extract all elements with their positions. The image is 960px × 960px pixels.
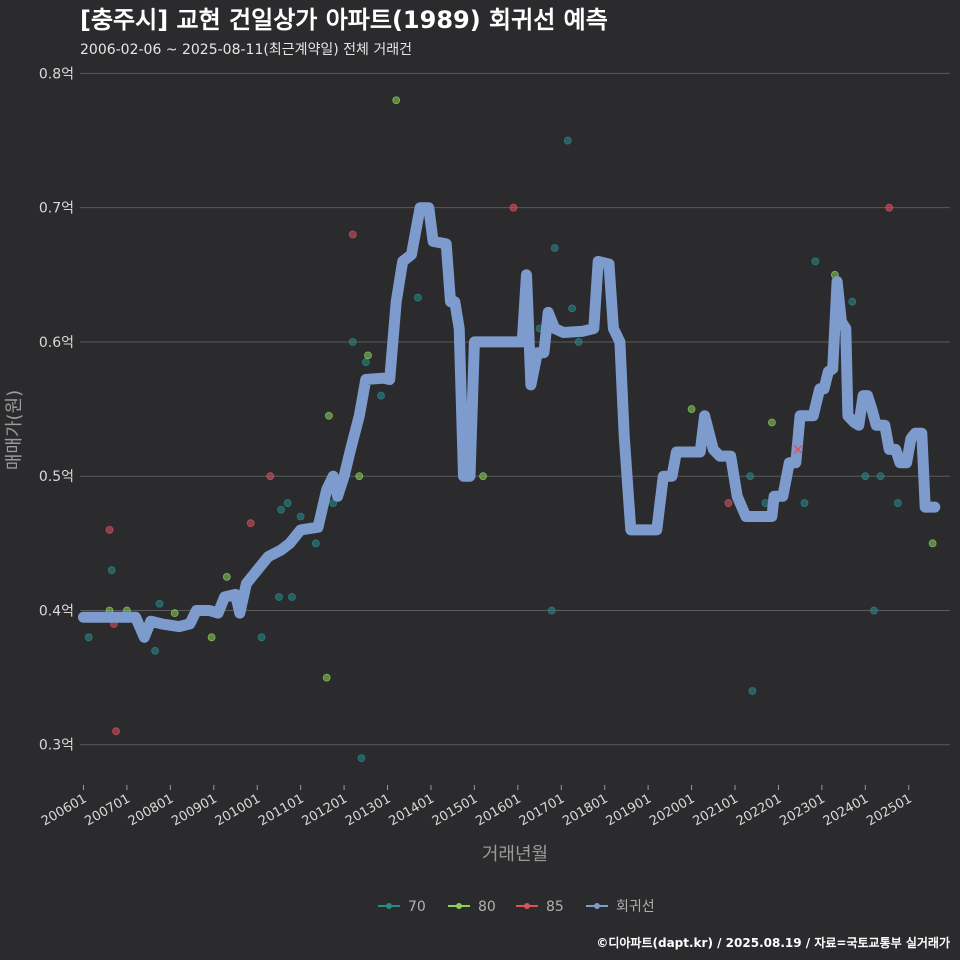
y-tick-label: 0.5억 bbox=[39, 469, 74, 485]
data-point-85 bbox=[266, 472, 275, 481]
data-point-80 bbox=[355, 472, 364, 481]
data-point-70 bbox=[414, 293, 422, 302]
data-point-70 bbox=[288, 593, 296, 601]
annotation-markers bbox=[793, 444, 803, 454]
data-point-70 bbox=[311, 539, 320, 548]
data-point-85 bbox=[348, 230, 357, 239]
legend: 70 80 85 회귀선 bbox=[378, 899, 655, 915]
data-point-70 bbox=[876, 472, 885, 481]
legend-dot-80 bbox=[456, 903, 462, 909]
data-point-85 bbox=[885, 203, 894, 212]
data-point-70 bbox=[361, 358, 370, 366]
data-point-70 bbox=[277, 505, 286, 514]
data-point-70 bbox=[283, 499, 292, 507]
y-tick-label: 0.8억 bbox=[39, 66, 74, 82]
data-point-80 bbox=[170, 609, 179, 618]
legend-label-85: 85 bbox=[546, 899, 564, 915]
data-point-70 bbox=[550, 244, 559, 252]
data-point-80 bbox=[687, 405, 696, 413]
data-point-70 bbox=[870, 606, 878, 615]
data-point-85 bbox=[246, 519, 255, 528]
data-point-70 bbox=[107, 566, 116, 575]
data-point-70 bbox=[893, 499, 902, 507]
data-point-70 bbox=[811, 257, 820, 266]
legend-label-reg: 회귀선 bbox=[616, 899, 655, 915]
y-tick-label: 0.6억 bbox=[39, 335, 74, 351]
data-point-70 bbox=[151, 646, 160, 655]
legend-dot-85 bbox=[524, 903, 530, 909]
data-point-80 bbox=[928, 539, 937, 548]
data-point-80 bbox=[364, 351, 372, 360]
data-point-70 bbox=[357, 754, 366, 763]
data-point-85 bbox=[105, 526, 114, 534]
data-point-70 bbox=[574, 338, 583, 346]
y-axis: 0.3억 0.4억 0.5억 0.6억 0.7억 0.8억 bbox=[39, 66, 74, 753]
cross-marker bbox=[793, 444, 803, 454]
legend-dot-reg bbox=[594, 903, 600, 909]
y-axis-label: 매매가(원) bbox=[4, 390, 25, 470]
data-point-85 bbox=[112, 727, 120, 736]
data-point-70 bbox=[748, 687, 757, 695]
data-point-80 bbox=[222, 572, 231, 581]
data-point-80 bbox=[479, 472, 487, 481]
data-point-85 bbox=[509, 203, 518, 212]
chart-subtitle: 2006-02-06 ~ 2025-08-11(최근계약일) 전체 거래건 bbox=[80, 42, 412, 58]
data-point-80 bbox=[207, 633, 216, 642]
y-tick-label: 0.3억 bbox=[39, 738, 74, 754]
chart-title: [충주시] 교현 건일상가 아파트(1989) 회귀선 예측 bbox=[80, 6, 608, 34]
source-caption: ©디아파트(dapt.kr) / 2025.08.19 / 자료=국토교통부 실… bbox=[596, 935, 950, 950]
regression-line bbox=[78, 202, 941, 643]
data-point-70 bbox=[155, 599, 164, 608]
legend-label-70: 70 bbox=[408, 899, 426, 915]
data-point-70 bbox=[746, 472, 755, 481]
data-point-70 bbox=[275, 593, 283, 601]
legend-label-80: 80 bbox=[478, 899, 496, 915]
data-point-70 bbox=[861, 472, 870, 481]
data-point-85 bbox=[724, 499, 733, 507]
data-point-70 bbox=[563, 136, 572, 145]
legend-dot-70 bbox=[386, 903, 392, 909]
y-tick-label: 0.4억 bbox=[39, 603, 74, 619]
scatter-points bbox=[84, 96, 937, 763]
x-axis-label: 거래년월 bbox=[482, 844, 548, 865]
data-point-80 bbox=[322, 673, 331, 682]
data-point-70 bbox=[257, 633, 266, 642]
data-point-70 bbox=[377, 391, 385, 400]
data-point-70 bbox=[84, 633, 93, 642]
data-point-80 bbox=[392, 96, 401, 105]
data-point-80 bbox=[768, 418, 776, 427]
data-point-70 bbox=[296, 512, 305, 521]
data-point-70 bbox=[568, 304, 577, 313]
data-point-80 bbox=[324, 411, 333, 420]
data-point-70 bbox=[800, 499, 809, 507]
data-point-70 bbox=[848, 297, 857, 306]
data-point-70 bbox=[348, 338, 357, 346]
data-point-70 bbox=[547, 606, 556, 615]
y-tick-label: 0.7억 bbox=[39, 201, 74, 217]
